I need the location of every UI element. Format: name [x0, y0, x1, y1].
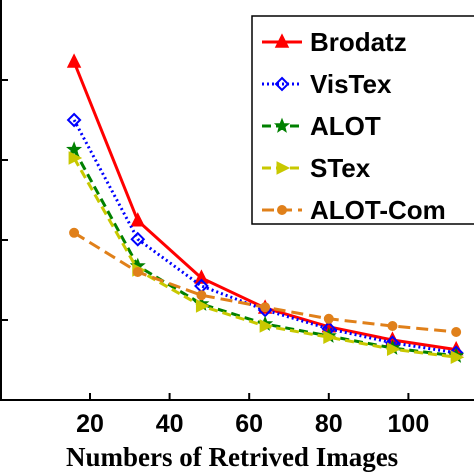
data-point: [66, 141, 83, 157]
legend-entry: STex: [262, 153, 371, 183]
data-point: [323, 330, 337, 345]
data-point: [130, 231, 146, 247]
legend-label: ALOT: [310, 111, 381, 141]
legend-label: VisTex: [310, 69, 392, 99]
legend-marker: [274, 33, 290, 48]
legend-marker: [277, 205, 287, 215]
legend-label: ALOT-Com: [310, 195, 446, 225]
legend-entry: VisTex: [262, 69, 392, 99]
x-axis-label: Numbers of Retrived Images: [66, 442, 398, 472]
series-lines: [66, 53, 465, 365]
x-tick-label: 20: [76, 410, 104, 438]
data-point: [69, 227, 80, 238]
data-point: [194, 269, 209, 284]
legend: Brodatz VisTex ALOT STex ALOT-Com: [251, 15, 474, 225]
x-tick-label: 80: [315, 410, 343, 438]
legend-entry: Brodatz: [262, 27, 407, 57]
data-point: [130, 212, 145, 227]
legend-marker: [273, 117, 291, 133]
legend-label: STex: [310, 153, 371, 183]
tick-labels: 20 40 60 80 100: [76, 393, 429, 438]
legend-marker: [274, 76, 290, 92]
data-point: [68, 151, 83, 165]
data-point: [132, 267, 143, 277]
axes: [0, 0, 474, 401]
data-point: [451, 327, 462, 337]
x-tick-label: 100: [388, 410, 430, 438]
legend-marker: [276, 161, 291, 175]
data-point: [387, 321, 398, 331]
data-point: [450, 350, 465, 365]
legend-entry: ALOT-Com: [262, 195, 446, 225]
data-point: [323, 313, 334, 324]
data-point: [196, 290, 207, 301]
data-point: [386, 342, 401, 357]
legend-label: Brodatz: [310, 27, 407, 57]
x-tick-label: 60: [235, 410, 263, 438]
data-point: [259, 319, 274, 333]
series-line: [72, 119, 457, 355]
series-alot-com: [69, 227, 462, 337]
data-point: [66, 53, 82, 68]
legend-entry: ALOT: [262, 111, 381, 141]
data-point: [66, 112, 82, 128]
data-point: [260, 302, 271, 313]
data-point: [195, 299, 210, 313]
x-tick-label: 40: [156, 410, 184, 438]
legend-box: [251, 15, 474, 225]
